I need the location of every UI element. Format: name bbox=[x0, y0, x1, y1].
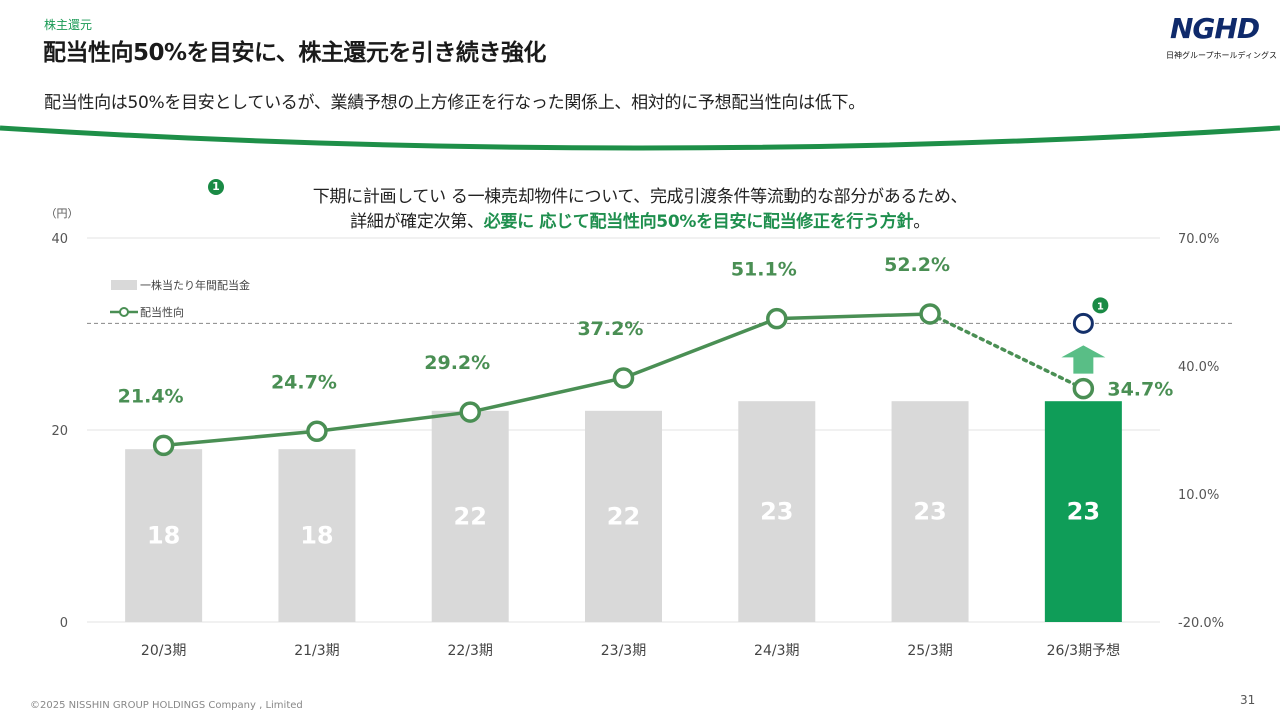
left-axis-unit: （円） bbox=[46, 207, 79, 220]
left-axis-tick: 20 bbox=[51, 424, 68, 439]
up-arrow-icon bbox=[1061, 345, 1106, 374]
payout-ratio-point bbox=[1072, 377, 1095, 400]
payout-ratio-point bbox=[152, 434, 175, 457]
category-label: 20/3期 bbox=[141, 643, 186, 659]
dividend-bar bbox=[431, 410, 509, 622]
dividend-bar-label: 18 bbox=[300, 522, 333, 550]
left-axis-tick: 0 bbox=[60, 616, 68, 631]
dividend-bar-label: 23 bbox=[913, 498, 946, 526]
note-line-2: 詳細が確定次第、必要に 応じて配当性向50%を目安に配当修正を行う方針。 bbox=[180, 210, 1100, 235]
right-axis-tick: 40.0% bbox=[1178, 360, 1219, 375]
payout-ratio-label: 29.2% bbox=[424, 352, 490, 374]
note-line-2-emphasis: 必要に 応じて配当性向50%を目安に配当修正を行う方針 bbox=[483, 212, 914, 232]
legend-line-marker bbox=[119, 307, 129, 317]
left-axis-tick: 40 bbox=[51, 232, 68, 247]
dividend-bar-label: 18 bbox=[147, 522, 180, 550]
logo-mark: NGHD bbox=[1170, 12, 1260, 45]
dividend-bar bbox=[891, 401, 969, 622]
payout-ratio-label: 24.7% bbox=[271, 371, 337, 393]
dividend-bar bbox=[585, 410, 662, 622]
right-axis-tick: 70.0% bbox=[1178, 232, 1219, 247]
dividend-bar bbox=[1044, 401, 1122, 622]
dividend-bar-label: 23 bbox=[1067, 498, 1100, 526]
dividend-bar bbox=[125, 449, 203, 622]
note-badge: 1 bbox=[208, 179, 224, 195]
note-line-2-plain: 詳細が確定次第、 bbox=[350, 212, 484, 232]
payout-ratio-label: 21.4% bbox=[118, 385, 184, 407]
payout-ratio-point bbox=[919, 303, 941, 325]
logo-caption: 日神グループホールディングス bbox=[1166, 51, 1277, 60]
legend-bar-swatch bbox=[111, 280, 137, 290]
payout-ratio-point bbox=[459, 401, 481, 423]
header-divider-curve bbox=[0, 125, 1280, 151]
payout-ratio-label: 34.7% bbox=[1107, 379, 1173, 401]
right-axis-tick: 10.0% bbox=[1178, 488, 1219, 503]
category-label: 21/3期 bbox=[294, 643, 339, 659]
dividend-bar-label: 22 bbox=[607, 502, 640, 530]
payout-ratio-point bbox=[612, 367, 635, 389]
payout-ratio-point bbox=[766, 307, 788, 330]
payout-ratio-label: 37.2% bbox=[578, 318, 644, 340]
dividend-bar bbox=[738, 401, 816, 622]
target-badge-label: 1 bbox=[1097, 301, 1104, 312]
chart-note: 下期に計画してい る一棟売却物件について、完成引渡条件等流動的な部分があるため、… bbox=[180, 185, 1100, 235]
page-subtitle: 配当性向は50%を目安としているが、業績予想の上方修正を行なった関係上、相対的に… bbox=[44, 93, 865, 113]
note-line-2-end: 。 bbox=[913, 212, 930, 232]
company-logo: NGHD 日神グループホールディングス bbox=[1166, 12, 1277, 62]
dividend-bar-label: 23 bbox=[760, 498, 793, 526]
payout-ratio-forecast-line bbox=[928, 312, 1086, 391]
target-badge-icon bbox=[1092, 297, 1109, 314]
category-label: 25/3期 bbox=[907, 643, 952, 659]
page-number: 31 bbox=[1240, 693, 1256, 707]
category-label: 26/3期予想 bbox=[1047, 643, 1120, 659]
category-label: 23/3期 bbox=[601, 643, 646, 659]
payout-ratio-point bbox=[306, 420, 328, 443]
category-label: 24/3期 bbox=[754, 643, 799, 659]
target-marker-point bbox=[1072, 312, 1094, 334]
note-line-1: 下期に計画してい る一棟売却物件について、完成引渡条件等流動的な部分があるため、 bbox=[312, 187, 968, 207]
payout-ratio-line bbox=[163, 312, 931, 448]
payout-ratio-label: 52.2% bbox=[884, 254, 950, 276]
category-label: 22/3期 bbox=[447, 643, 492, 659]
dividend-bar bbox=[278, 449, 356, 622]
dividend-bar-label: 22 bbox=[454, 502, 487, 530]
legend-bar-label: 一株当たり年間配当金 bbox=[140, 278, 250, 292]
footer-copyright: ©2025 NISSHIN GROUP HOLDINGS Company , L… bbox=[30, 700, 303, 711]
section-label: 株主還元 bbox=[44, 18, 93, 32]
payout-ratio-label: 51.1% bbox=[731, 259, 797, 281]
page-title: 配当性向50%を目安に、株主還元を引き続き強化 bbox=[43, 40, 546, 66]
legend-line-label: 配当性向 bbox=[140, 305, 184, 319]
right-axis-tick: -20.0% bbox=[1178, 616, 1224, 631]
